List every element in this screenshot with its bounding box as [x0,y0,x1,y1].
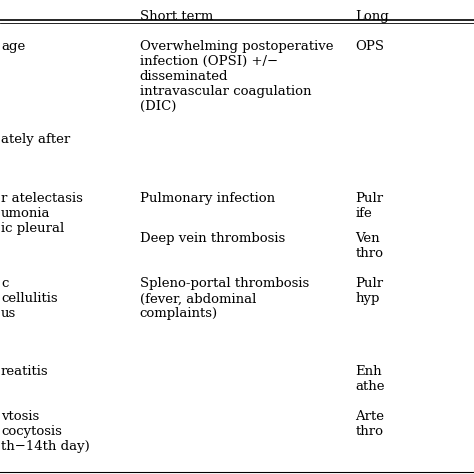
Text: Enh
athe: Enh athe [356,365,385,393]
Text: Arte
thro: Arte thro [356,410,384,438]
Text: r atelectasis
umonia
ic pleural: r atelectasis umonia ic pleural [1,192,83,235]
Text: Pulr
ife: Pulr ife [356,192,383,220]
Text: ately after: ately after [1,133,70,146]
Text: Long: Long [356,10,389,23]
Text: Short term: Short term [140,10,213,23]
Text: OPS: OPS [356,40,384,53]
Text: c
cellulitis
us: c cellulitis us [1,277,57,320]
Text: Spleno-portal thrombosis
(fever, abdominal
complaints): Spleno-portal thrombosis (fever, abdomin… [140,277,309,320]
Text: age: age [1,40,25,53]
Text: Pulr
hyp: Pulr hyp [356,277,383,305]
Text: reatitis: reatitis [1,365,48,378]
Text: vtosis
cocytosis
th−14th day): vtosis cocytosis th−14th day) [1,410,90,453]
Text: Pulmonary infection: Pulmonary infection [140,192,275,205]
Text: Deep vein thrombosis: Deep vein thrombosis [140,232,285,245]
Text: Ven
thro: Ven thro [356,232,383,260]
Text: Overwhelming postoperative
infection (OPSI) +/−
disseminated
intravascular coagu: Overwhelming postoperative infection (OP… [140,40,333,113]
